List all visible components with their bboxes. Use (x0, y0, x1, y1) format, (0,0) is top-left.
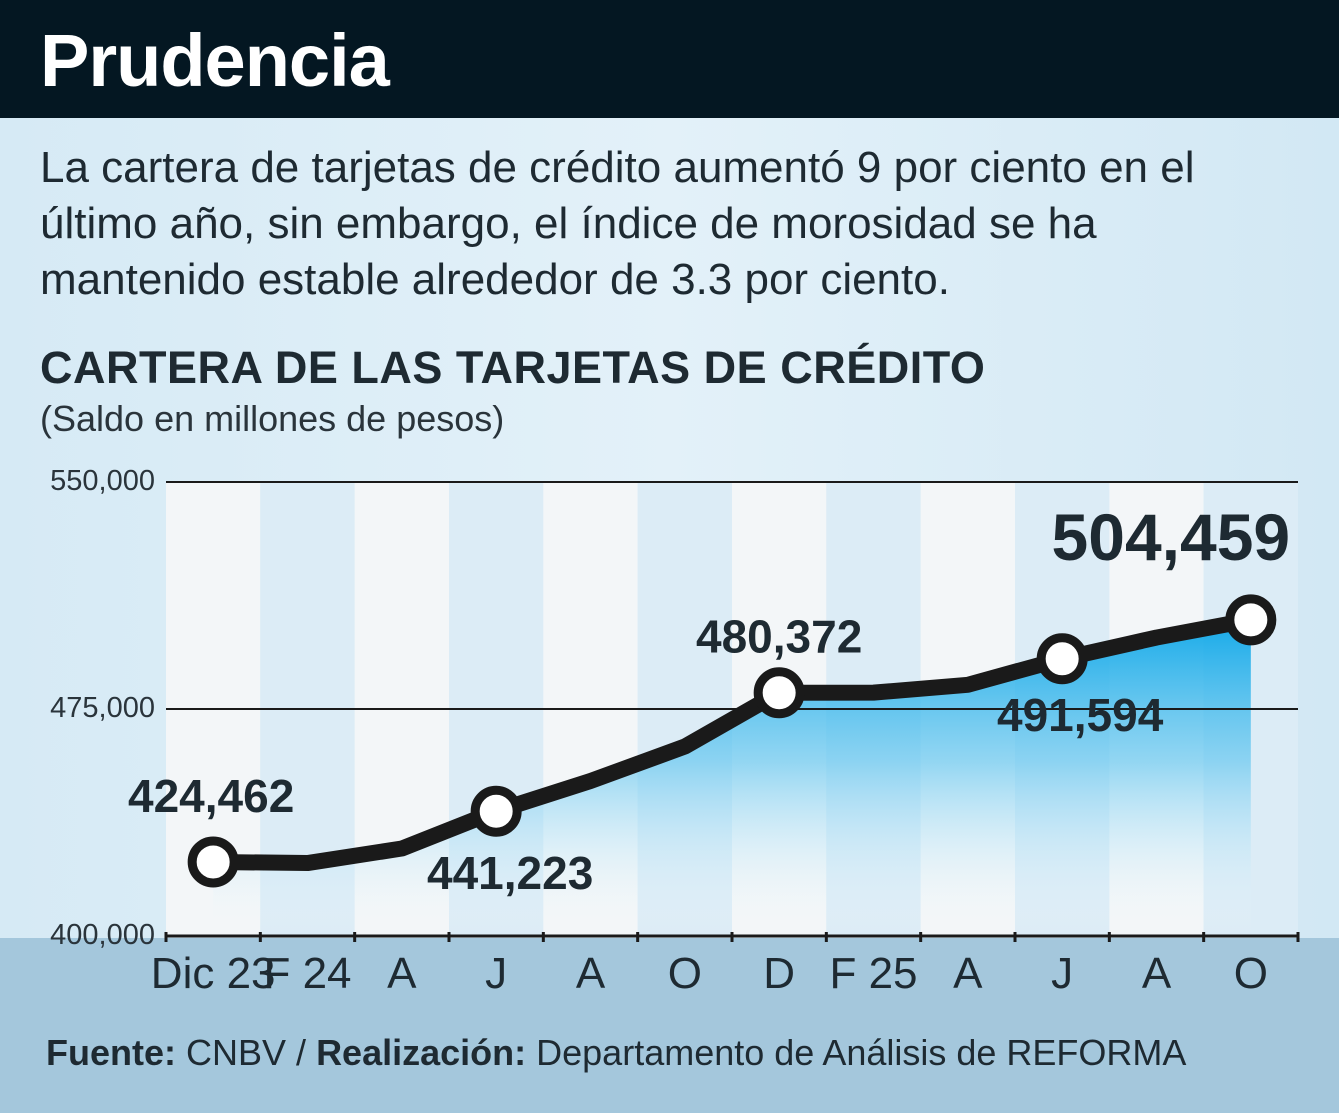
footer-band (0, 938, 1339, 1113)
data-point-marker (753, 667, 805, 719)
x-tick-label: A (1142, 949, 1172, 998)
data-label: 424,462 (128, 770, 294, 822)
x-tick-label: F 24 (263, 949, 351, 998)
data-label: 491,594 (997, 689, 1164, 741)
page-title: Prudencia (40, 19, 390, 102)
data-label: 480,372 (696, 611, 862, 663)
header-bar (0, 0, 1339, 118)
description-text: La cartera de tarjetas de crédito aument… (40, 143, 1195, 304)
x-tick-label: A (576, 949, 606, 998)
series-area (213, 619, 1251, 936)
x-tick-label: Dic 23 (151, 949, 276, 998)
x-tick-label: O (668, 949, 702, 998)
source-label: Fuente: (46, 1032, 176, 1073)
credit-label: Realización: (316, 1032, 527, 1073)
x-tick-label: J (1051, 949, 1073, 998)
data-point-marker (470, 785, 522, 837)
data-point-marker (1225, 594, 1277, 646)
data-point-marker (1036, 633, 1088, 685)
data-label: 504,459 (1052, 500, 1291, 574)
credit-value: Departamento de Análisis de REFORMA (536, 1032, 1187, 1073)
y-tick-label: 550,000 (50, 465, 155, 497)
data-point-marker (187, 836, 239, 888)
data-label: 441,223 (427, 847, 593, 899)
x-tick-label: F 25 (829, 949, 917, 998)
chart-title: CARTERA DE LAS TARJETAS DE CRÉDITO (40, 342, 986, 393)
x-tick-label: J (485, 949, 507, 998)
y-tick-label: 400,000 (50, 919, 155, 951)
x-tick-label: D (763, 949, 795, 998)
chart-subtitle: (Saldo en millones de pesos) (40, 398, 505, 439)
x-tick-label: A (953, 949, 983, 998)
x-tick-label: O (1234, 949, 1268, 998)
y-tick-label: 475,000 (50, 692, 155, 724)
x-tick-label: A (387, 949, 417, 998)
source-value: CNBV / (186, 1032, 307, 1073)
source-note: Fuente: CNBV / Realización: Departamento… (46, 1032, 1186, 1074)
